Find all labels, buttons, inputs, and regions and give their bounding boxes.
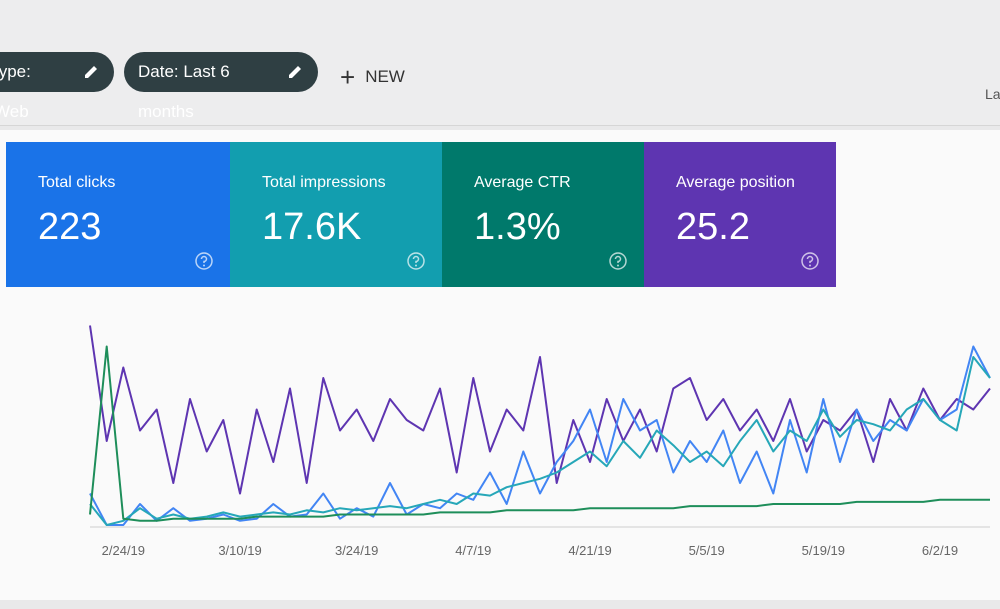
x-tick-label: 5/19/19 [802,543,845,558]
metric-label: Total clicks [38,174,116,191]
x-tick-label: 5/5/19 [689,543,725,558]
edit-icon [289,66,301,78]
metric-label: Average CTR [474,174,571,191]
metric-card[interactable]: Total impressions 17.6K [230,142,442,287]
series-line [89,325,991,495]
metric-card[interactable]: Average CTR 1.3% [442,142,644,287]
metric-value: 25.2 [676,206,750,248]
plus-icon: + [340,62,356,92]
metric-value: 223 [38,206,102,248]
x-tick-label: 4/21/19 [568,543,611,558]
series-line [89,345,990,522]
x-tick-label: 3/10/19 [218,543,261,558]
metric-label: Average position [676,174,795,191]
x-tick-label: 4/7/19 [455,543,491,558]
performance-panel: Total clicks 223 Total impressions 17.6K Ave… [0,130,1000,600]
metric-value: 1.3% [474,206,561,248]
help-icon[interactable] [194,251,214,271]
toolbar: type: Web Date: Last 6 months + NEW La [0,0,1000,126]
x-tick-label: 2/24/19 [102,543,145,558]
series-line [89,356,991,526]
help-icon[interactable] [608,251,628,271]
filter-label: type: Web [0,62,31,121]
metric-card[interactable]: Total clicks 223 [6,142,230,287]
corner-label: La [985,86,1000,102]
metric-value: 17.6K [262,206,362,248]
x-tick-label: 6/2/19 [922,543,958,558]
chart: 2/24/19 3/10/19 3/24/19 4/7/19 4/21/19 5/5/19… [89,325,991,558]
help-icon[interactable] [406,251,426,271]
help-icon[interactable] [800,251,820,271]
metric-card[interactable]: Average position 25.2 [644,142,836,287]
metric-label: Total impressions [262,174,386,191]
x-tick-label: 3/24/19 [335,543,378,558]
new-button[interactable]: + NEW [340,62,405,93]
edit-icon [85,66,97,78]
filter-chip[interactable]: type: Web [0,52,114,121]
series-line [89,345,991,526]
filter-chip[interactable]: Date: Last 6 months [124,52,318,121]
filter-label: Date: Last 6 months [138,62,230,121]
new-label: NEW [365,67,405,86]
